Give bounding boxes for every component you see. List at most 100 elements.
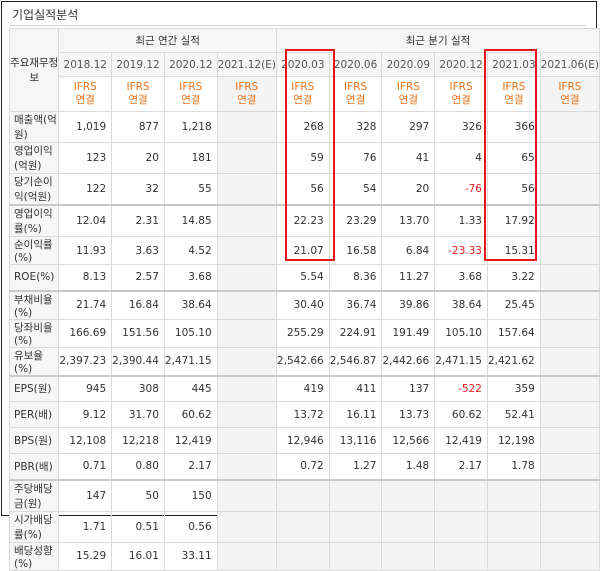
table-cell: 36.74 bbox=[328, 289, 383, 320]
table-cell: 20 bbox=[111, 142, 165, 174]
table-cell: 55 bbox=[163, 173, 218, 206]
table-cell bbox=[539, 453, 600, 480]
row-label: ROE(%) bbox=[8, 264, 60, 291]
table-row: 배당성향(%) 15.29 16.01 33.11 bbox=[8, 541, 600, 571]
period-header: 2020.06 bbox=[328, 52, 383, 77]
row-label: 부채비율(%) bbox=[8, 289, 60, 320]
table-cell: 38.64 bbox=[434, 289, 488, 320]
table-cell: 224.91 bbox=[328, 318, 383, 348]
table-cell: 137 bbox=[381, 374, 436, 402]
table-cell: 191.49 bbox=[381, 318, 436, 348]
ifrs-label-top: IFRS bbox=[73, 81, 97, 93]
ifrs-label: IFRS 연결 bbox=[539, 76, 600, 112]
table-cell: 31.70 bbox=[111, 401, 165, 428]
table-cell: 2.17 bbox=[163, 453, 218, 480]
row-label: 배당성향(%) bbox=[8, 541, 60, 571]
table-cell: 15.31 bbox=[486, 236, 541, 265]
table-row: 주당배당금(원) 147 50 150 bbox=[8, 478, 600, 512]
table-cell: 54 bbox=[328, 173, 383, 206]
table-cell bbox=[539, 374, 600, 402]
table-cell: 11.93 bbox=[58, 236, 113, 265]
period-header: 2021.03 bbox=[486, 52, 541, 77]
table-cell: 12.04 bbox=[58, 204, 113, 237]
table-cell bbox=[539, 264, 600, 291]
row-label: 영업이익(억원) bbox=[8, 142, 60, 174]
table-cell: 411 bbox=[328, 374, 383, 402]
table-cell: 20 bbox=[381, 173, 436, 206]
row-label-header: 주요재무정보 bbox=[8, 28, 60, 112]
table-cell bbox=[434, 541, 488, 571]
table-cell: 38.64 bbox=[163, 289, 218, 320]
period-header: 2021.12(E) bbox=[216, 52, 277, 77]
table-cell: 0.72 bbox=[275, 453, 330, 480]
table-cell: 181 bbox=[163, 142, 218, 174]
table-cell: 3.63 bbox=[111, 236, 165, 265]
ifrs-label-top: IFRS bbox=[396, 81, 420, 93]
table-cell: 3.68 bbox=[434, 264, 488, 291]
table-cell: -522 bbox=[434, 374, 488, 402]
table-cell: 0.80 bbox=[111, 453, 165, 480]
ifrs-label: IFRS 연결 bbox=[486, 76, 541, 112]
period-header: 2021.06(E) bbox=[539, 52, 600, 77]
table-cell bbox=[539, 401, 600, 428]
ifrs-label-bottom: 연결 bbox=[398, 94, 418, 106]
table-cell: 56 bbox=[486, 173, 541, 206]
row-label: 유보율(%) bbox=[8, 346, 60, 376]
ifrs-label-top: IFRS bbox=[291, 81, 315, 93]
table-cell: 328 bbox=[328, 111, 383, 143]
financial-table: 주요재무정보 최근 연간 실적 최근 분기 실적 2018.12 2019.12 2… bbox=[8, 28, 600, 571]
table-cell: 2,442.66 bbox=[381, 346, 436, 376]
table-cell: 65 bbox=[486, 142, 541, 174]
table-cell: 22.23 bbox=[275, 204, 330, 237]
table-cell: 21.07 bbox=[275, 236, 330, 265]
table-cell bbox=[328, 510, 383, 543]
table-cell bbox=[539, 236, 600, 265]
period-header: 2019.12 bbox=[111, 52, 165, 77]
table-row: 시가배당률(%) 1.71 0.51 0.56 bbox=[8, 510, 600, 543]
table-cell: 2,397.23 bbox=[58, 346, 113, 376]
table-cell: 25.45 bbox=[486, 289, 541, 320]
table-cell: 2,390.44 bbox=[111, 346, 165, 376]
ifrs-label: IFRS 연결 bbox=[434, 76, 488, 112]
table-cell bbox=[486, 478, 541, 512]
table-cell: 30.40 bbox=[275, 289, 330, 320]
table-cell bbox=[434, 510, 488, 543]
table-cell: 12,946 bbox=[275, 427, 330, 454]
table-row: PBR(배) 0.71 0.80 2.17 0.72 1.27 1.48 2.17 1.78 bbox=[8, 453, 600, 480]
ifrs-label-bottom: 연결 bbox=[75, 94, 95, 106]
ifrs-label: IFRS 연결 bbox=[328, 76, 383, 112]
table-row: EPS(원) 945 308 445 419 411 137 -522 359 bbox=[8, 374, 600, 402]
quarter-group-header: 최근 분기 실적 bbox=[275, 28, 600, 53]
table-cell: 1.27 bbox=[328, 453, 383, 480]
ifrs-label-top: IFRS bbox=[344, 81, 368, 93]
table-row: 영업이익(억원) 123 20 181 59 76 41 4 65 bbox=[8, 142, 600, 174]
table-cell: 56 bbox=[275, 173, 330, 206]
table-cell: 9.12 bbox=[58, 401, 113, 428]
table-cell: 0.51 bbox=[111, 510, 165, 543]
table-cell: 3.22 bbox=[486, 264, 541, 291]
table-cell: 2.17 bbox=[434, 453, 488, 480]
table-cell bbox=[216, 264, 277, 291]
table-cell: 12,419 bbox=[163, 427, 218, 454]
table-cell: 877 bbox=[111, 111, 165, 143]
table-cell: 1,019 bbox=[58, 111, 113, 143]
table-cell: 16.01 bbox=[111, 541, 165, 571]
table-cell: 12,198 bbox=[486, 427, 541, 454]
table-cell bbox=[328, 478, 383, 512]
table-cell: 122 bbox=[58, 173, 113, 206]
annual-group-header: 최근 연간 실적 bbox=[58, 28, 277, 53]
table-cell: 16.11 bbox=[328, 401, 383, 428]
table-cell: 39.86 bbox=[381, 289, 436, 320]
row-label: EPS(원) bbox=[8, 374, 60, 402]
ifrs-label-top: IFRS bbox=[126, 81, 150, 93]
table-cell: 326 bbox=[434, 111, 488, 143]
table-cell bbox=[275, 510, 330, 543]
table-cell: 123 bbox=[58, 142, 113, 174]
ifrs-label-top: IFRS bbox=[179, 81, 203, 93]
table-cell: 33.11 bbox=[163, 541, 218, 571]
table-cell: 0.71 bbox=[58, 453, 113, 480]
table-cell bbox=[539, 510, 600, 543]
ifrs-label-bottom: 연결 bbox=[293, 94, 313, 106]
table-cell bbox=[216, 111, 277, 143]
table-cell bbox=[216, 453, 277, 480]
